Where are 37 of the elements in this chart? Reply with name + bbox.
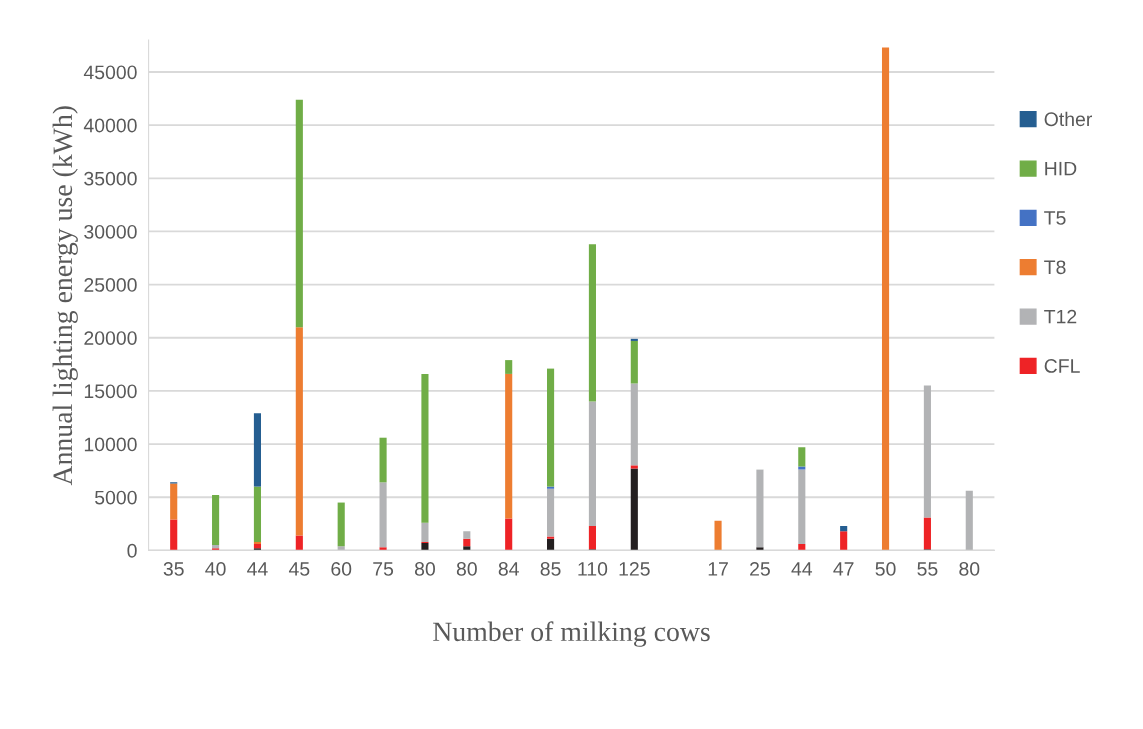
y-tick-label: 45000 bbox=[83, 65, 137, 80]
legend-label: T8 bbox=[1044, 260, 1066, 275]
y-tick-label: 15000 bbox=[84, 384, 137, 399]
y-tick-label: 10000 bbox=[84, 437, 137, 452]
legend-label: Other bbox=[1044, 111, 1093, 127]
x-tick-label: 50 bbox=[875, 562, 896, 576]
legend-label: HID bbox=[1045, 161, 1077, 176]
y-tick-label: 40000 bbox=[83, 118, 137, 133]
x-tick-label: 25 bbox=[750, 562, 770, 576]
x-tick-label: 110 bbox=[578, 562, 608, 576]
y-axis-title: Annual lighting energy use (kWh) bbox=[52, 106, 78, 486]
x-tick-label: 44 bbox=[247, 562, 268, 576]
y-tick-label: 25000 bbox=[84, 278, 137, 292]
y-tick-label: 0 bbox=[127, 543, 137, 558]
x-tick-label: 17 bbox=[708, 562, 728, 576]
x-tick-label: 35 bbox=[163, 562, 184, 576]
x-tick-label: 44 bbox=[791, 562, 813, 576]
x-tick-label: 60 bbox=[331, 562, 352, 576]
x-axis-title: Number of milking cows bbox=[433, 621, 710, 647]
x-tick-label: 55 bbox=[917, 562, 938, 576]
legend-label: T12 bbox=[1044, 309, 1077, 324]
y-tick-label: 5000 bbox=[95, 490, 137, 505]
x-tick-label: 80 bbox=[959, 562, 980, 576]
x-tick-label: 80 bbox=[414, 562, 435, 576]
x-tick-label: 80 bbox=[456, 562, 477, 576]
legend-label: CFL bbox=[1044, 359, 1080, 373]
x-tick-label: 47 bbox=[833, 562, 854, 576]
x-tick-label: 45 bbox=[288, 562, 310, 576]
legend-label: T5 bbox=[1044, 211, 1066, 225]
x-tick-label: 75 bbox=[373, 562, 394, 576]
x-tick-label: 40 bbox=[205, 562, 226, 576]
x-tick-label: 85 bbox=[540, 562, 561, 576]
y-tick-label: 30000 bbox=[84, 224, 137, 239]
x-tick-label: 125 bbox=[619, 562, 650, 576]
y-tick-label: 20000 bbox=[84, 331, 137, 346]
x-tick-label: 84 bbox=[498, 562, 519, 576]
y-tick-label: 35000 bbox=[84, 171, 137, 186]
